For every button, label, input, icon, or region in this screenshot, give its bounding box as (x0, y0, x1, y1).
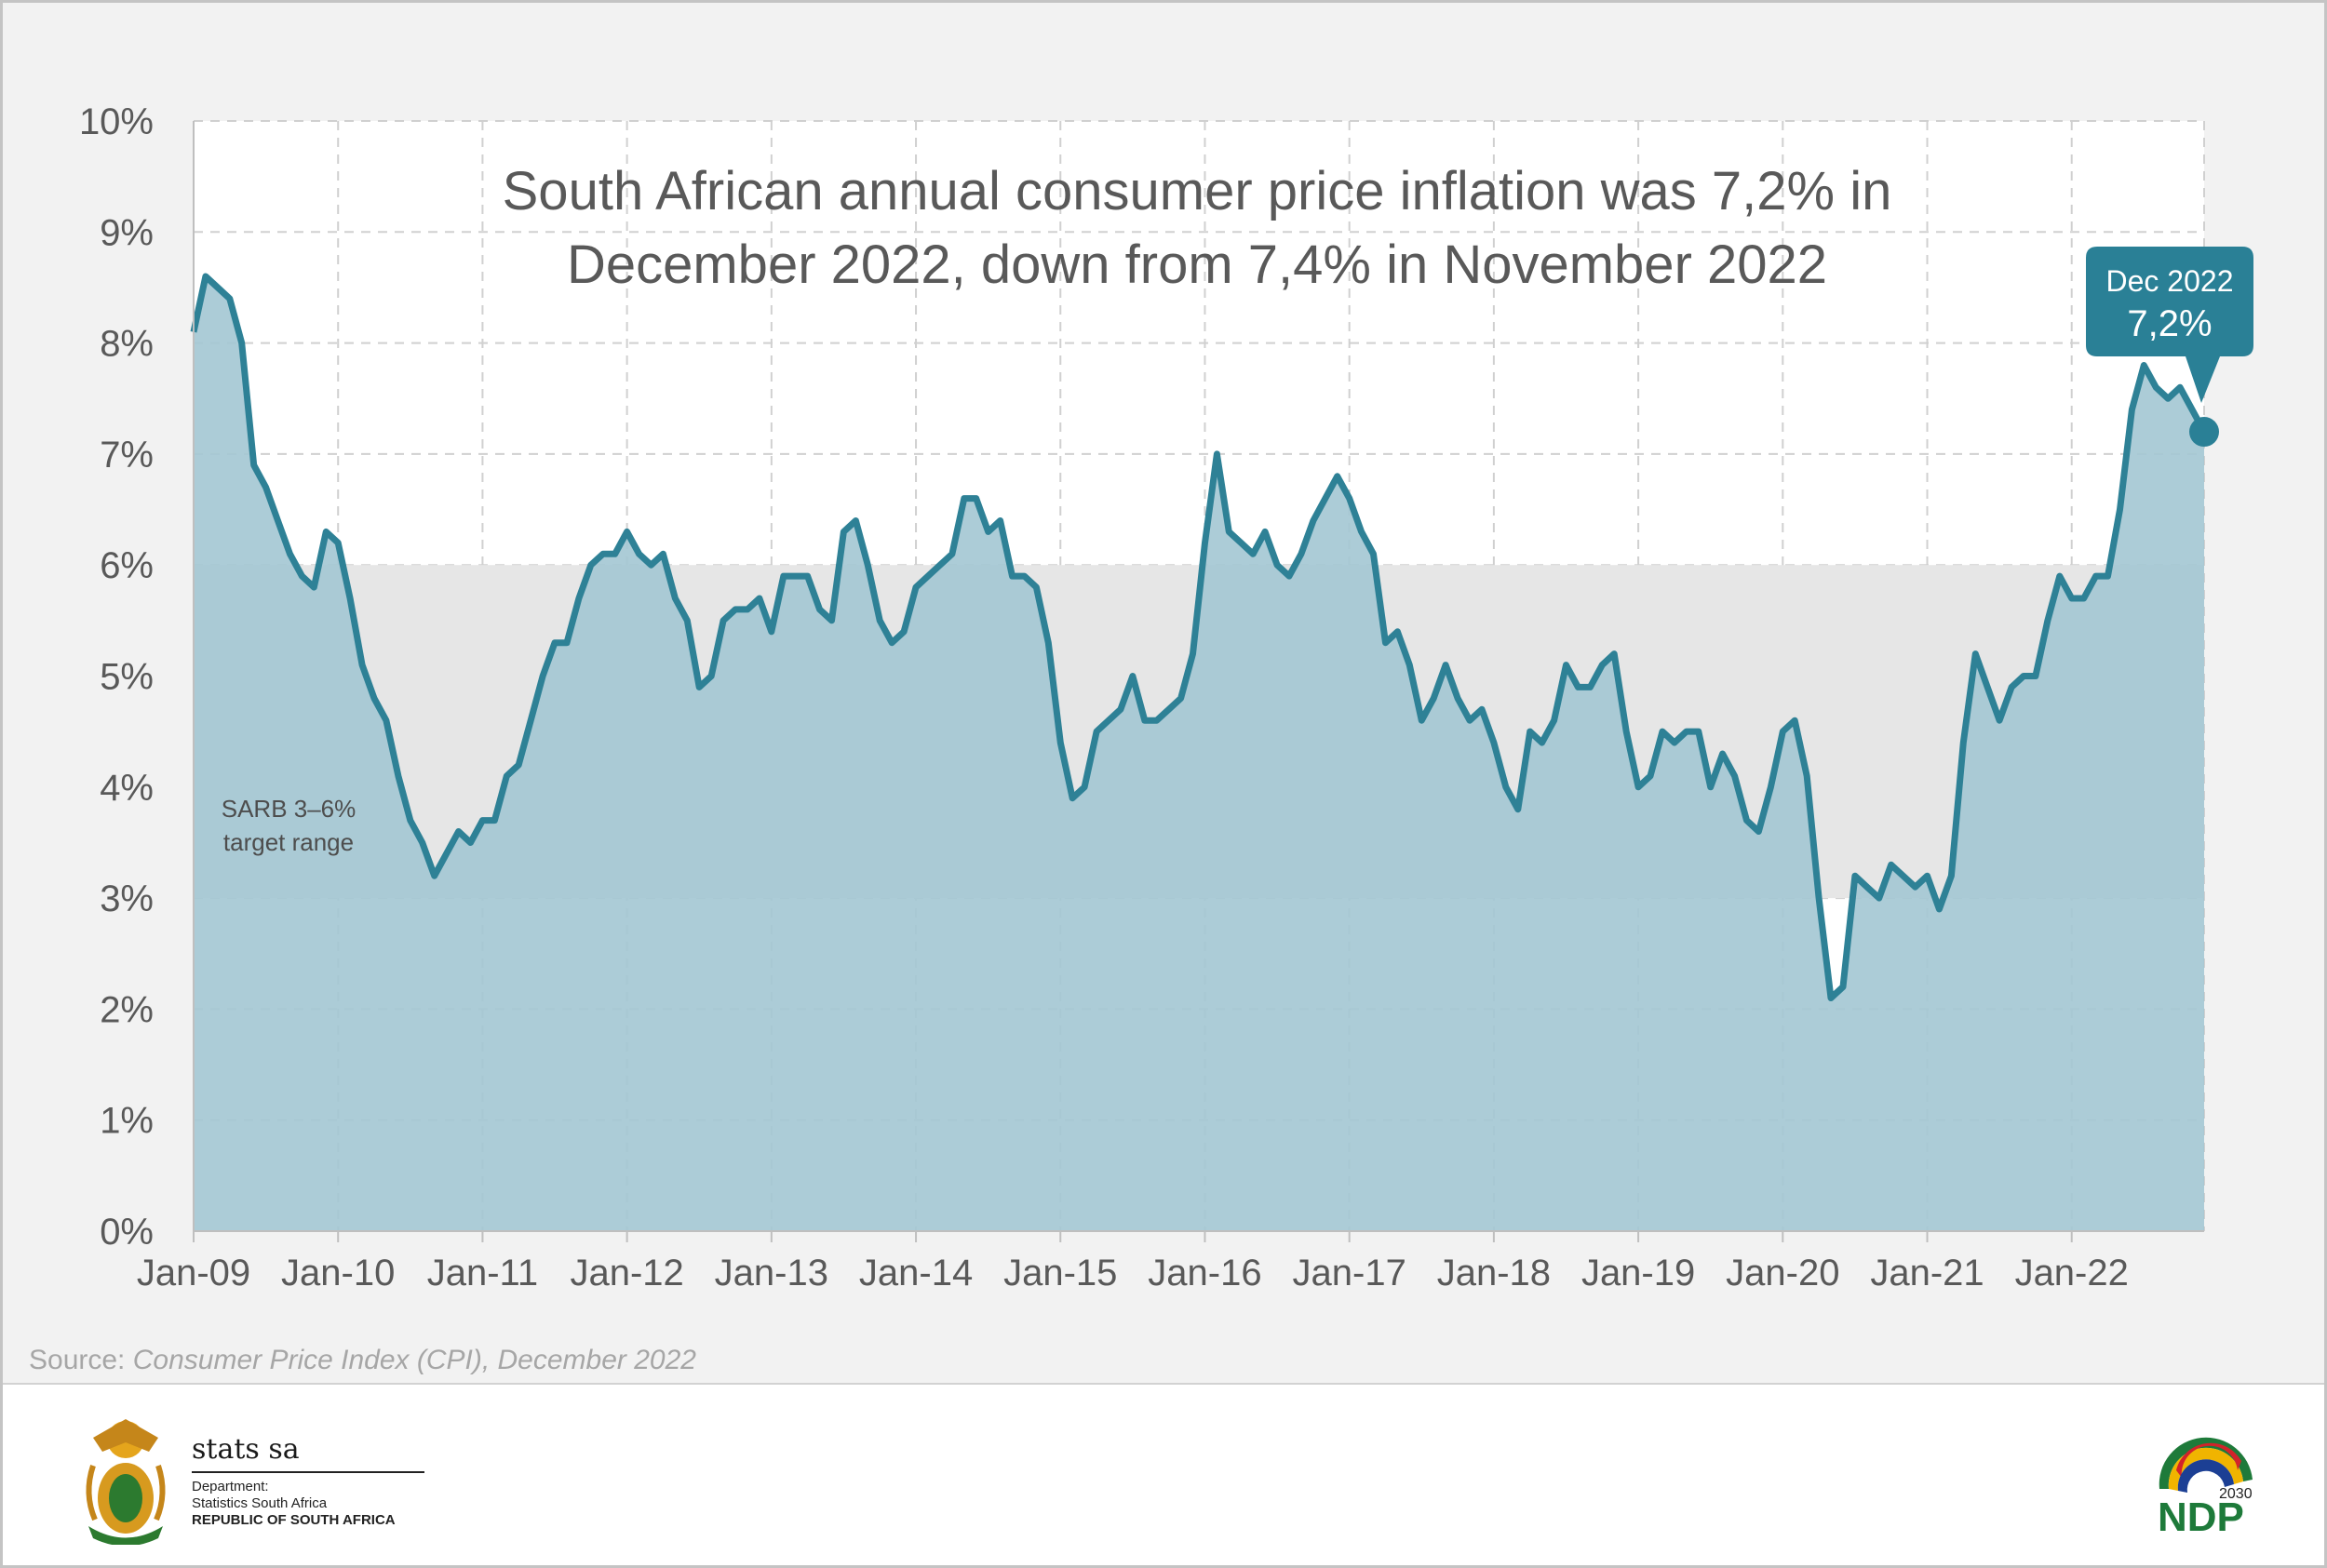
chart-title-line: South African annual consumer price infl… (503, 161, 1892, 221)
ndp-logo-icon: 2030 NDP (2158, 1437, 2253, 1535)
y-tick-label: 5% (100, 657, 154, 698)
target-band-label: target range (223, 828, 354, 856)
coat-of-arms-icon (86, 1419, 166, 1545)
inflation-line (190, 273, 2208, 1001)
inflation-area (194, 276, 2204, 1231)
x-tick-label: Jan-12 (570, 1253, 683, 1293)
y-tick-label: 2% (100, 989, 154, 1030)
dept-line-3: REPUBLIC OF SOUTH AFRICA (192, 1512, 396, 1528)
inflation-chart: 0% 1% 2% 3% 4% 5% 6% 7% 8% 9% 10% Jan-09 Jan-10 Jan-1… (79, 101, 2253, 1293)
x-tick-label: Jan-10 (281, 1253, 395, 1293)
y-tick-label: 10% (79, 101, 154, 142)
source-prefix: Source: (29, 1345, 133, 1375)
ndp-year: 2030 (2219, 1486, 2253, 1502)
x-tick-label: Jan-09 (137, 1253, 250, 1293)
x-tick-label: Jan-13 (715, 1253, 828, 1293)
dept-line-1: Department: (192, 1479, 269, 1494)
y-tick-label: 6% (100, 545, 154, 586)
x-tick-label: Jan-14 (859, 1253, 973, 1293)
x-tick-label: Jan-18 (1437, 1253, 1551, 1293)
x-tick-label: Jan-16 (1148, 1253, 1261, 1293)
y-tick-label: 3% (100, 878, 154, 919)
source-note: Source: Consumer Price Index (CPI), Dece… (29, 1345, 696, 1376)
callout-value: 7,2% (2127, 303, 2212, 344)
x-tick-label: Jan-22 (2015, 1253, 2129, 1293)
y-tick-label: 4% (100, 768, 154, 809)
y-tick-label: 1% (100, 1101, 154, 1142)
x-tick-label: Jan-21 (1870, 1253, 1984, 1293)
x-tick-label: Jan-11 (427, 1253, 538, 1293)
y-tick-label: 8% (100, 324, 154, 365)
x-tick-label: Jan-20 (1726, 1253, 1839, 1293)
x-tick-label: Jan-19 (1581, 1253, 1695, 1293)
callout-label: Dec 2022 (2106, 264, 2234, 298)
callout-box (2086, 247, 2253, 403)
chart-title-line: December 2022, down from 7,4% in Novembe… (567, 235, 1827, 295)
stats-sa-brand: stats sa (192, 1433, 424, 1473)
end-point (2189, 417, 2219, 448)
dept-line-2: Statistics South Africa (192, 1495, 328, 1511)
y-tick-label: 0% (100, 1212, 154, 1253)
x-tick-label: Jan-15 (1003, 1253, 1117, 1293)
ndp-text: NDP (2158, 1494, 2244, 1535)
y-tick-label: 7% (100, 435, 154, 476)
source-text: Consumer Price Index (CPI), December 202… (132, 1345, 696, 1375)
y-tick-label: 9% (100, 212, 154, 253)
target-band-label: SARB 3–6% (222, 795, 356, 823)
chart-panel: 0% 1% 2% 3% 4% 5% 6% 7% 8% 9% 10% Jan-09 Jan-10 Jan-1… (3, 3, 2324, 1385)
stats-sa-block: stats sa Department: Statistics South Af… (192, 1433, 424, 1529)
x-tick-label: Jan-17 (1293, 1253, 1406, 1293)
